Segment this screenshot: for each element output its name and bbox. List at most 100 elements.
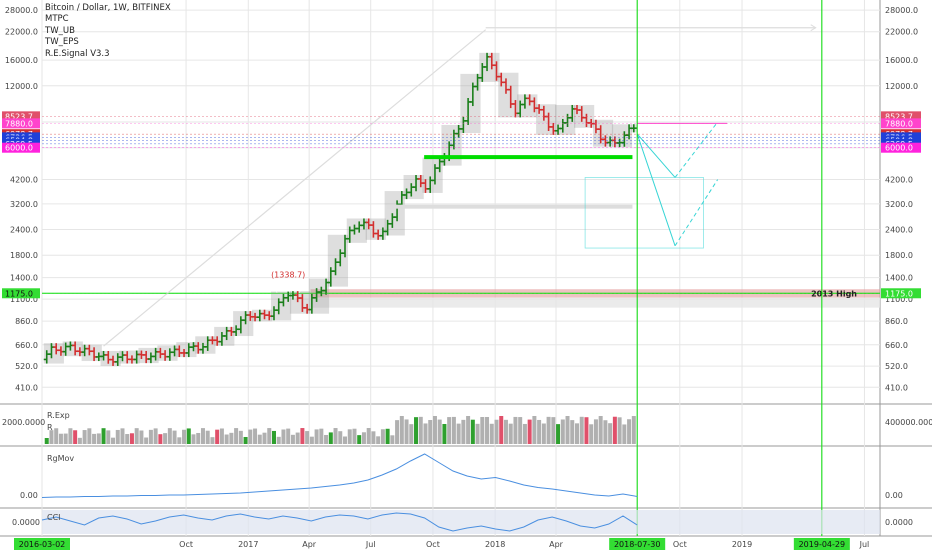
volume-bar xyxy=(295,432,300,444)
y-tick-label-left: 4200.0 xyxy=(10,176,38,185)
volume-bar xyxy=(257,434,262,444)
projection-box xyxy=(584,177,704,249)
left-price-tag-bg xyxy=(2,111,40,122)
y-tick-label-left: 2400.0 xyxy=(10,226,38,235)
volume-bar xyxy=(466,416,471,444)
volume-bar xyxy=(357,435,362,444)
y-tick-label-right: 12000.0 xyxy=(885,82,918,91)
volume-bar xyxy=(172,430,177,444)
volume-bar xyxy=(541,423,546,444)
volume-bar xyxy=(395,420,400,444)
consolidation-box xyxy=(308,278,330,314)
indicator-mtpc[interactable]: MTPC xyxy=(45,14,69,25)
price-label-bg xyxy=(881,111,921,122)
left-price-tag-bg xyxy=(2,118,40,129)
volume-bar xyxy=(144,437,149,444)
volume-bar xyxy=(461,419,466,444)
resistance-shadow xyxy=(310,297,880,308)
cci-band xyxy=(42,510,880,534)
x-tick-label: Apr xyxy=(549,540,564,549)
volume-bar xyxy=(96,433,101,444)
x-tick-label: Oct xyxy=(179,540,193,549)
y-tick-label-left: 28000.0 xyxy=(5,6,38,15)
volume-bar xyxy=(489,423,494,444)
volume-bar xyxy=(414,417,419,444)
volume-bar xyxy=(262,432,267,444)
volume-bar xyxy=(309,436,314,444)
volume-bar xyxy=(598,416,603,444)
x-tick-highlight xyxy=(14,538,70,550)
price-label: 8523.7 xyxy=(885,112,913,121)
volume-bar xyxy=(390,435,395,444)
rgmov-line xyxy=(41,453,638,498)
volume-panel-sublabel: R xyxy=(47,423,53,432)
volume-bar xyxy=(167,428,172,444)
consolidation-box xyxy=(460,73,481,134)
chart-annotation: (1338.7) xyxy=(271,271,305,280)
volume-bar xyxy=(612,416,617,444)
y-tick-label-left: 660.0 xyxy=(15,341,38,350)
price-label-bg xyxy=(881,118,921,129)
y-tick-label-right: 660.0 xyxy=(885,341,908,350)
consolidation-box xyxy=(365,218,386,240)
volume-bar xyxy=(281,429,286,444)
projection-line-1 xyxy=(636,133,676,178)
x-tick-label: Oct xyxy=(426,540,440,549)
volume-bar xyxy=(271,430,276,444)
indicator-resignal[interactable]: R.E.Signal V3.3 xyxy=(45,48,110,59)
indicator-tw-ub[interactable]: TW_UB xyxy=(45,25,75,36)
price-label: 7880.0 xyxy=(885,119,913,128)
x-tick-label: 2018 xyxy=(485,540,505,549)
y-tick-label-right: 22000.0 xyxy=(885,28,918,37)
volume-bar xyxy=(470,419,475,444)
volume-bar xyxy=(276,436,281,444)
y-tick-label-left: 12000.0 xyxy=(5,82,38,91)
x-tick-label: 2016-03-02 xyxy=(19,540,66,549)
volume-bar xyxy=(328,432,333,444)
volume-bar xyxy=(347,429,352,444)
volume-bar xyxy=(54,428,59,444)
volume-bar xyxy=(49,430,54,444)
volume-bar xyxy=(551,417,556,444)
volume-bar xyxy=(608,423,613,444)
left-price-tag: 7880.0 xyxy=(5,119,33,128)
price-label-bg xyxy=(881,142,921,153)
volume-right-tick: 400000.0000 xyxy=(885,418,932,427)
cci-right-tick: 0.0000 xyxy=(885,518,913,527)
volume-bar xyxy=(361,432,366,444)
volume-bar xyxy=(518,417,523,444)
projection-line-2 xyxy=(636,133,676,246)
cci-left-tick: 0.0000 xyxy=(12,518,40,527)
y-tick-label-right: 1100.0 xyxy=(885,295,913,304)
x-tick-label: 2019-04-29 xyxy=(799,540,846,549)
consolidation-box xyxy=(611,124,633,148)
volume-bar xyxy=(343,436,348,444)
volume-bar xyxy=(418,416,423,444)
volume-bar xyxy=(503,419,508,444)
chart-annotation: (1143) xyxy=(275,285,302,294)
volume-bar xyxy=(163,433,168,444)
consolidation-box xyxy=(479,52,500,82)
volume-bar xyxy=(574,423,579,444)
consolidation-box xyxy=(517,94,538,118)
left-price-tag: 1175.0 xyxy=(5,289,33,298)
consolidation-box xyxy=(62,341,83,357)
volume-bar xyxy=(77,437,82,444)
volume-bar xyxy=(423,423,428,444)
volume-bar xyxy=(513,416,518,444)
volume-bar xyxy=(589,424,594,444)
volume-bar xyxy=(224,434,229,444)
indicator-tw-eps[interactable]: TW_EPS xyxy=(45,37,79,48)
y-tick-label-right: 28000.0 xyxy=(885,6,918,15)
volume-bar xyxy=(593,419,598,444)
grey-support-bar xyxy=(386,204,633,209)
y-tick-label-left: 520.0 xyxy=(15,362,38,371)
volume-bar xyxy=(603,420,608,444)
cci-line xyxy=(41,512,638,532)
y-tick-label-right: 520.0 xyxy=(885,362,908,371)
consolidation-box xyxy=(498,72,519,118)
volume-bar xyxy=(111,437,116,444)
volume-bar xyxy=(267,428,272,444)
